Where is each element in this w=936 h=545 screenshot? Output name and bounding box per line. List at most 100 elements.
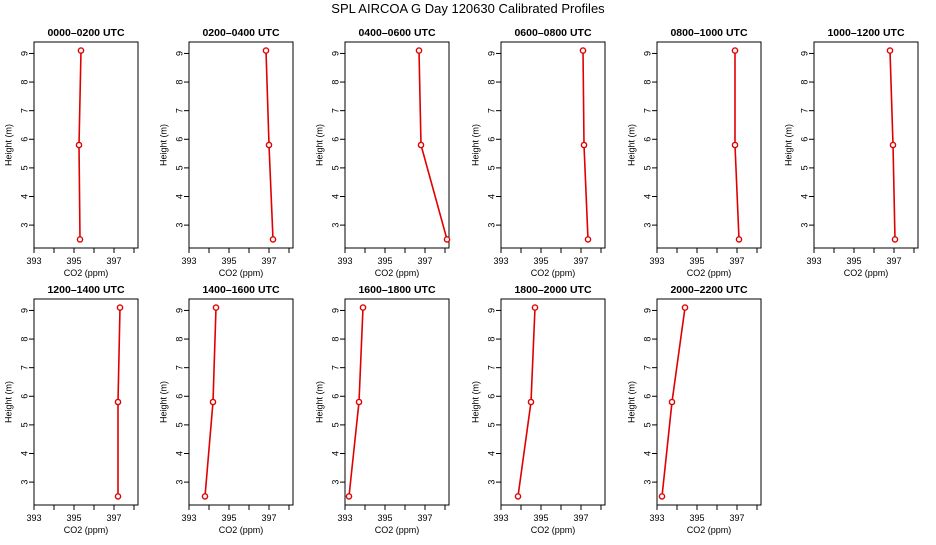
x-tick-label: 397 (106, 513, 121, 523)
x-tick-label: 397 (106, 256, 121, 266)
x-tick-label: 395 (66, 256, 81, 266)
y-tick-label: 7 (642, 365, 652, 370)
x-tick-label: 393 (337, 513, 352, 523)
y-tick-label: 5 (19, 422, 29, 427)
y-tick-label: 8 (19, 337, 29, 342)
y-tick-label: 7 (330, 365, 340, 370)
y-axis-label: Height (m) (3, 124, 13, 166)
y-tick-label: 6 (486, 137, 496, 142)
x-tick-label: 397 (417, 256, 432, 266)
x-axis-label: CO2 (ppm) (531, 525, 576, 535)
chart-panel-8: 1400–1600 UTC 393 395 397 CO2 (ppm) 3 4 5 6 7 8 9 He… (158, 284, 294, 535)
data-point (514, 493, 522, 500)
y-tick-label: 7 (642, 108, 652, 113)
x-axis-label: CO2 (ppm) (375, 268, 420, 278)
y-tick-label: 3 (19, 223, 29, 228)
x-axis-label: CO2 (ppm) (64, 268, 109, 278)
data-point (658, 493, 666, 500)
x-tick-label: 393 (649, 256, 664, 266)
y-tick-label: 8 (486, 80, 496, 85)
y-tick-label: 4 (642, 194, 652, 199)
panel-title: 1800–2000 UTC (514, 284, 591, 296)
data-point (891, 236, 899, 243)
panel-title: 0200–0400 UTC (202, 27, 279, 39)
y-tick-label: 4 (642, 451, 652, 456)
panel-title: 1000–1200 UTC (827, 27, 904, 39)
y-tick-label: 6 (642, 137, 652, 142)
chart-panel-9: 1600–1800 UTC 393 395 397 CO2 (ppm) 3 4 5 6 7 8 9 He… (314, 284, 450, 535)
y-tick-label: 4 (486, 194, 496, 199)
y-tick-label: 3 (799, 223, 809, 228)
y-tick-label: 9 (330, 51, 340, 56)
y-tick-label: 4 (799, 194, 809, 199)
y-tick-label: 6 (19, 137, 29, 142)
y-tick-label: 7 (174, 108, 184, 113)
x-tick-label: 397 (261, 513, 276, 523)
y-axis-label: Height (m) (158, 124, 168, 166)
x-tick-label: 397 (886, 256, 901, 266)
y-tick-label: 3 (486, 223, 496, 228)
y-tick-label: 3 (642, 223, 652, 228)
data-point (269, 236, 277, 243)
chart-panel-5: 0800–1000 UTC 393 395 397 CO2 (ppm) 3 4 5 6 7 8 9 He… (626, 27, 762, 278)
data-point (201, 493, 209, 500)
y-axis-label: Height (m) (470, 124, 480, 166)
y-tick-label: 9 (486, 308, 496, 313)
y-tick-label: 5 (642, 165, 652, 170)
x-tick-label: 393 (181, 256, 196, 266)
y-axis-label: Height (m) (626, 381, 636, 423)
y-tick-label: 6 (799, 137, 809, 142)
data-point (889, 141, 897, 149)
x-tick-label: 395 (533, 513, 548, 523)
data-point (116, 304, 124, 311)
x-axis-label: CO2 (ppm) (844, 268, 889, 278)
y-tick-label: 6 (642, 394, 652, 399)
data-point (579, 47, 587, 54)
chart-panel-7: 1200–1400 UTC 393 395 397 CO2 (ppm) 3 4 5 6 7 8 9 He… (3, 284, 139, 535)
x-tick-label: 393 (26, 513, 41, 523)
y-tick-label: 9 (174, 51, 184, 56)
chart-panel-3: 0400–0600 UTC 393 395 397 CO2 (ppm) 3 4 5 6 7 8 9 He… (314, 27, 451, 278)
y-tick-label: 9 (642, 51, 652, 56)
y-tick-label: 5 (174, 165, 184, 170)
data-point (359, 304, 367, 311)
data-point (75, 141, 83, 149)
data-point (114, 493, 122, 500)
data-point (531, 304, 539, 311)
chart-panel-6: 1000–1200 UTC 393 395 397 CO2 (ppm) 3 4 5 6 7 8 9 He… (783, 27, 919, 278)
y-tick-label: 4 (486, 451, 496, 456)
panel-title: 2000–2200 UTC (670, 284, 747, 296)
x-tick-label: 397 (573, 256, 588, 266)
y-tick-label: 5 (799, 165, 809, 170)
x-axis-label: CO2 (ppm) (219, 525, 264, 535)
x-tick-label: 395 (689, 513, 704, 523)
panel-title: 1400–1600 UTC (202, 284, 279, 296)
chart-panel-2: 0200–0400 UTC 393 395 397 CO2 (ppm) 3 4 5 6 7 8 9 He… (158, 27, 294, 278)
plot-frame (33, 298, 139, 506)
data-point (345, 493, 353, 500)
figure-title: SPL AIRCOA G Day 120630 Calibrated Profi… (331, 1, 605, 16)
x-tick-label: 393 (337, 256, 352, 266)
y-axis-label: Height (m) (158, 381, 168, 423)
data-point (735, 236, 743, 243)
panel-title: 0600–0800 UTC (514, 27, 591, 39)
y-tick-label: 5 (330, 165, 340, 170)
y-tick-label: 5 (174, 422, 184, 427)
y-tick-label: 8 (174, 80, 184, 85)
x-tick-label: 395 (221, 513, 236, 523)
y-tick-label: 6 (174, 394, 184, 399)
x-axis-label: CO2 (ppm) (687, 268, 732, 278)
y-tick-label: 8 (799, 80, 809, 85)
y-tick-label: 3 (330, 223, 340, 228)
y-tick-label: 4 (330, 194, 340, 199)
x-tick-label: 393 (493, 513, 508, 523)
chart-panel-10: 1800–2000 UTC 393 395 397 CO2 (ppm) 3 4 5 6 7 8 9 He… (470, 284, 606, 535)
y-tick-label: 5 (330, 422, 340, 427)
data-point (668, 398, 676, 406)
y-tick-label: 9 (19, 51, 29, 56)
data-point (77, 47, 85, 54)
y-tick-label: 6 (19, 394, 29, 399)
x-tick-label: 393 (26, 256, 41, 266)
data-point (731, 141, 739, 149)
